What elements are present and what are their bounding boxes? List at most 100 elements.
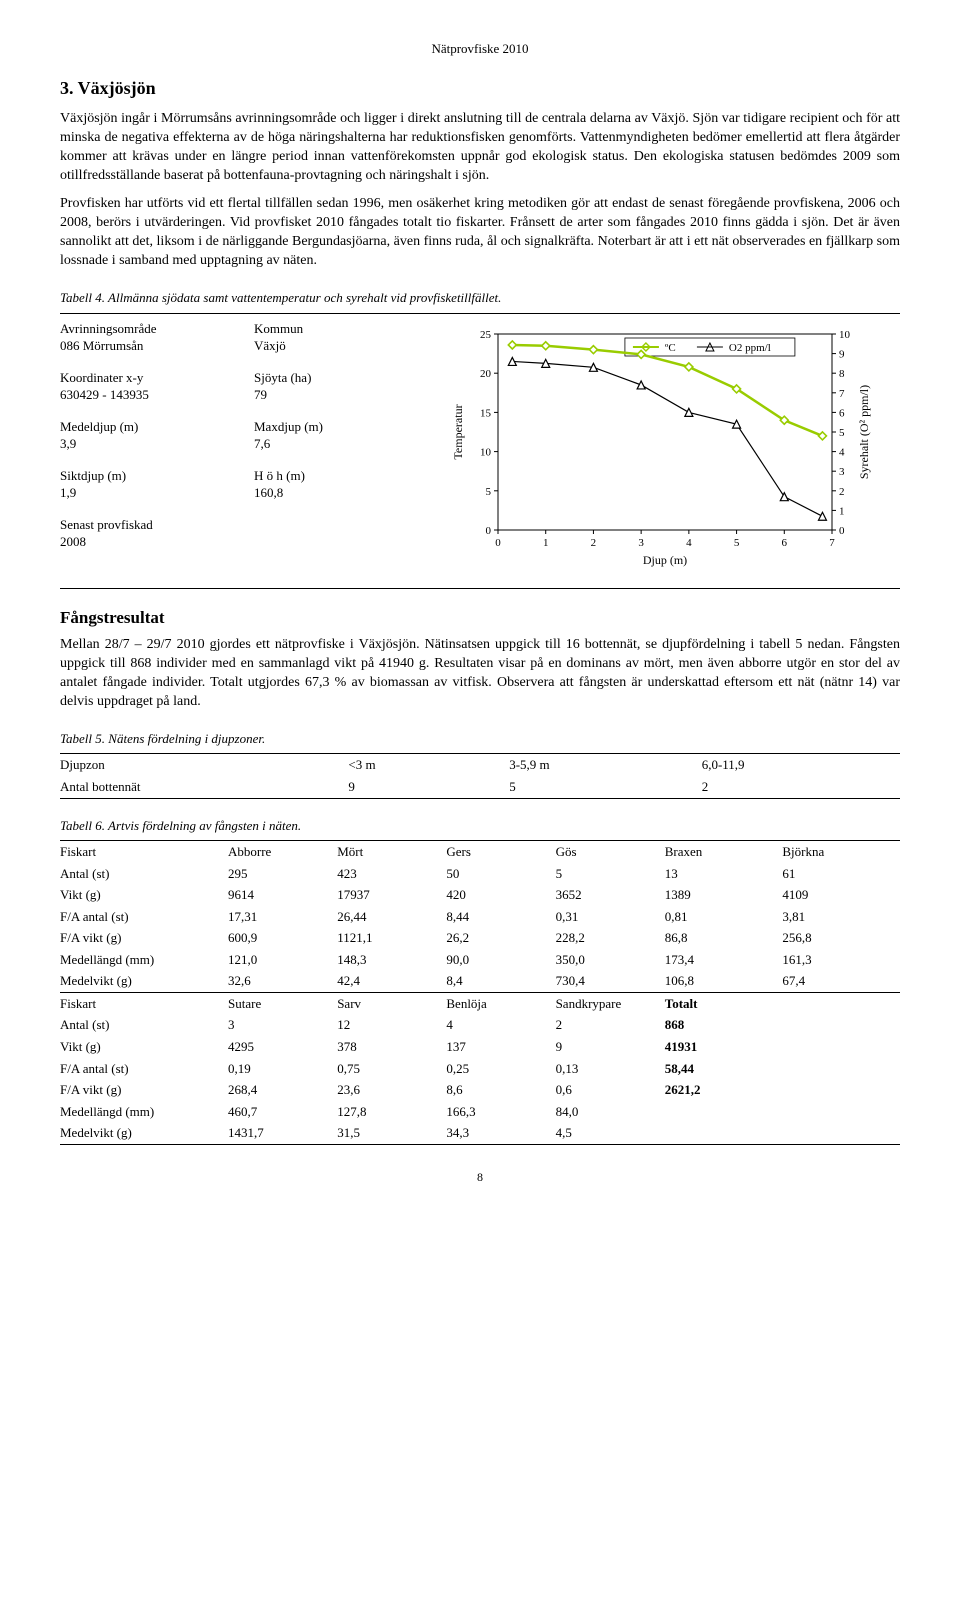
table-cell: 378 xyxy=(337,1036,446,1058)
table-header-cell: Mört xyxy=(337,841,446,863)
table-cell: 0,25 xyxy=(446,1058,555,1080)
table-cell: 3652 xyxy=(556,884,665,906)
table-cell: 4 xyxy=(446,1014,555,1036)
table-cell: 9 xyxy=(556,1036,665,1058)
table-cell: 17,31 xyxy=(228,906,337,928)
table-cell: 23,6 xyxy=(337,1079,446,1101)
table-cell: 2621,2 xyxy=(665,1079,783,1101)
table-row: FiskartSutareSarvBenlöjaSandkrypareTotal… xyxy=(60,993,900,1015)
table-cell: 868 xyxy=(665,1014,783,1036)
table-cell: 161,3 xyxy=(782,949,900,971)
meta-pair: Siktdjup (m)1,9 xyxy=(60,467,230,502)
table-cell: 13 xyxy=(665,863,783,885)
svg-text:7: 7 xyxy=(839,387,845,399)
table-header-cell: Fiskart xyxy=(60,841,228,863)
svg-text:6: 6 xyxy=(782,537,788,549)
table-cell: 4,5 xyxy=(556,1122,665,1144)
table-header-cell: Björkna xyxy=(782,841,900,863)
meta-label: Koordinater x-y xyxy=(60,369,230,387)
meta-label: Kommun xyxy=(254,320,424,338)
table-cell: 0,19 xyxy=(228,1058,337,1080)
results-heading: Fångstresultat xyxy=(60,607,900,630)
table-cell: 268,4 xyxy=(228,1079,337,1101)
table-cell xyxy=(782,1036,900,1058)
meta-value: Växjö xyxy=(254,337,424,355)
svg-text:15: 15 xyxy=(480,407,492,419)
table-cell: 32,6 xyxy=(228,970,337,992)
meta-value: 086 Mörrumsån xyxy=(60,337,230,355)
table-cell: 4295 xyxy=(228,1036,337,1058)
table-cell: 0,13 xyxy=(556,1058,665,1080)
table-cell: 9 xyxy=(348,776,509,798)
table6-caption: Tabell 6. Artvis fördelning av fångsten … xyxy=(60,817,900,835)
table-header-cell: Sarv xyxy=(337,993,446,1015)
table-header-cell: Totalt xyxy=(665,993,783,1015)
table-row: FiskartAbborreMörtGersGösBraxenBjörkna xyxy=(60,841,900,863)
table-cell: 26,2 xyxy=(446,927,555,949)
svg-text:10: 10 xyxy=(480,446,492,458)
meta-pair: Maxdjup (m)7,6 xyxy=(254,418,424,453)
table-cell: 4109 xyxy=(782,884,900,906)
table-row: F/A vikt (g)268,423,68,60,62621,2 xyxy=(60,1079,900,1101)
svg-text:3: 3 xyxy=(839,466,845,478)
table-cell xyxy=(782,1014,900,1036)
table-cell: 137 xyxy=(446,1036,555,1058)
table-cell: Medellängd (mm) xyxy=(60,1101,228,1123)
table-row: Medelvikt (g)1431,731,534,34,5 xyxy=(60,1122,900,1144)
table-header-cell: Abborre xyxy=(228,841,337,863)
meta-label: Senast provfiskad xyxy=(60,516,230,534)
table-row: Antal (st)31242868 xyxy=(60,1014,900,1036)
meta-pair: Medeldjup (m)3,9 xyxy=(60,418,230,453)
table-cell: 3,81 xyxy=(782,906,900,928)
table-cell: 1431,7 xyxy=(228,1122,337,1144)
table-header-cell xyxy=(782,993,900,1015)
table-cell: 42,4 xyxy=(337,970,446,992)
table-cell: 3-5,9 m xyxy=(509,754,702,776)
table-cell: 34,3 xyxy=(446,1122,555,1144)
table-cell: <3 m xyxy=(348,754,509,776)
table-cell: 3 xyxy=(228,1014,337,1036)
svg-text:0: 0 xyxy=(839,525,845,537)
table-cell: Medelvikt (g) xyxy=(60,1122,228,1144)
table-cell: 12 xyxy=(337,1014,446,1036)
table-cell: 127,8 xyxy=(337,1101,446,1123)
table-cell xyxy=(665,1122,783,1144)
table-cell: 0,75 xyxy=(337,1058,446,1080)
svg-text:Temperatur: Temperatur xyxy=(451,404,465,459)
table-header-cell: Braxen xyxy=(665,841,783,863)
table-cell: 61 xyxy=(782,863,900,885)
table-cell: F/A antal (st) xyxy=(60,1058,228,1080)
table-cell: 173,4 xyxy=(665,949,783,971)
table-cell: 0,81 xyxy=(665,906,783,928)
table-cell: 106,8 xyxy=(665,970,783,992)
table-cell: 8,4 xyxy=(446,970,555,992)
table-cell: 228,2 xyxy=(556,927,665,949)
table-cell: 295 xyxy=(228,863,337,885)
table-cell: 121,0 xyxy=(228,949,337,971)
table-cell xyxy=(782,1079,900,1101)
svg-text:25: 25 xyxy=(480,329,492,341)
meta-label: H ö h (m) xyxy=(254,467,424,485)
table-cell: 9614 xyxy=(228,884,337,906)
svg-text:3: 3 xyxy=(638,537,644,549)
svg-text:9: 9 xyxy=(839,348,845,360)
table-cell: 86,8 xyxy=(665,927,783,949)
table-cell: 67,4 xyxy=(782,970,900,992)
temperature-oxygen-chart: 051015202501234567891001234567Djup (m)Te… xyxy=(448,320,900,577)
table-cell: 350,0 xyxy=(556,949,665,971)
page-number: 8 xyxy=(60,1169,900,1185)
meta-value: 160,8 xyxy=(254,484,424,502)
meta-value: 79 xyxy=(254,386,424,404)
meta-label: Sjöyta (ha) xyxy=(254,369,424,387)
table-row: Djupzon<3 m3-5,9 m6,0-11,9 xyxy=(60,754,900,776)
meta-pair: Sjöyta (ha)79 xyxy=(254,369,424,404)
svg-text:6: 6 xyxy=(839,407,845,419)
table-cell: 17937 xyxy=(337,884,446,906)
svg-text:Syrehalt (O² ppm/l): Syrehalt (O² ppm/l) xyxy=(857,384,871,478)
table-cell: Vikt (g) xyxy=(60,1036,228,1058)
svg-text:ºC: ºC xyxy=(665,342,676,354)
meta-and-chart: Avrinningsområde086 MörrumsånKoordinater… xyxy=(60,314,900,589)
table-row: F/A vikt (g)600,91121,126,2228,286,8256,… xyxy=(60,927,900,949)
meta-pair: H ö h (m)160,8 xyxy=(254,467,424,502)
svg-text:4: 4 xyxy=(686,537,692,549)
